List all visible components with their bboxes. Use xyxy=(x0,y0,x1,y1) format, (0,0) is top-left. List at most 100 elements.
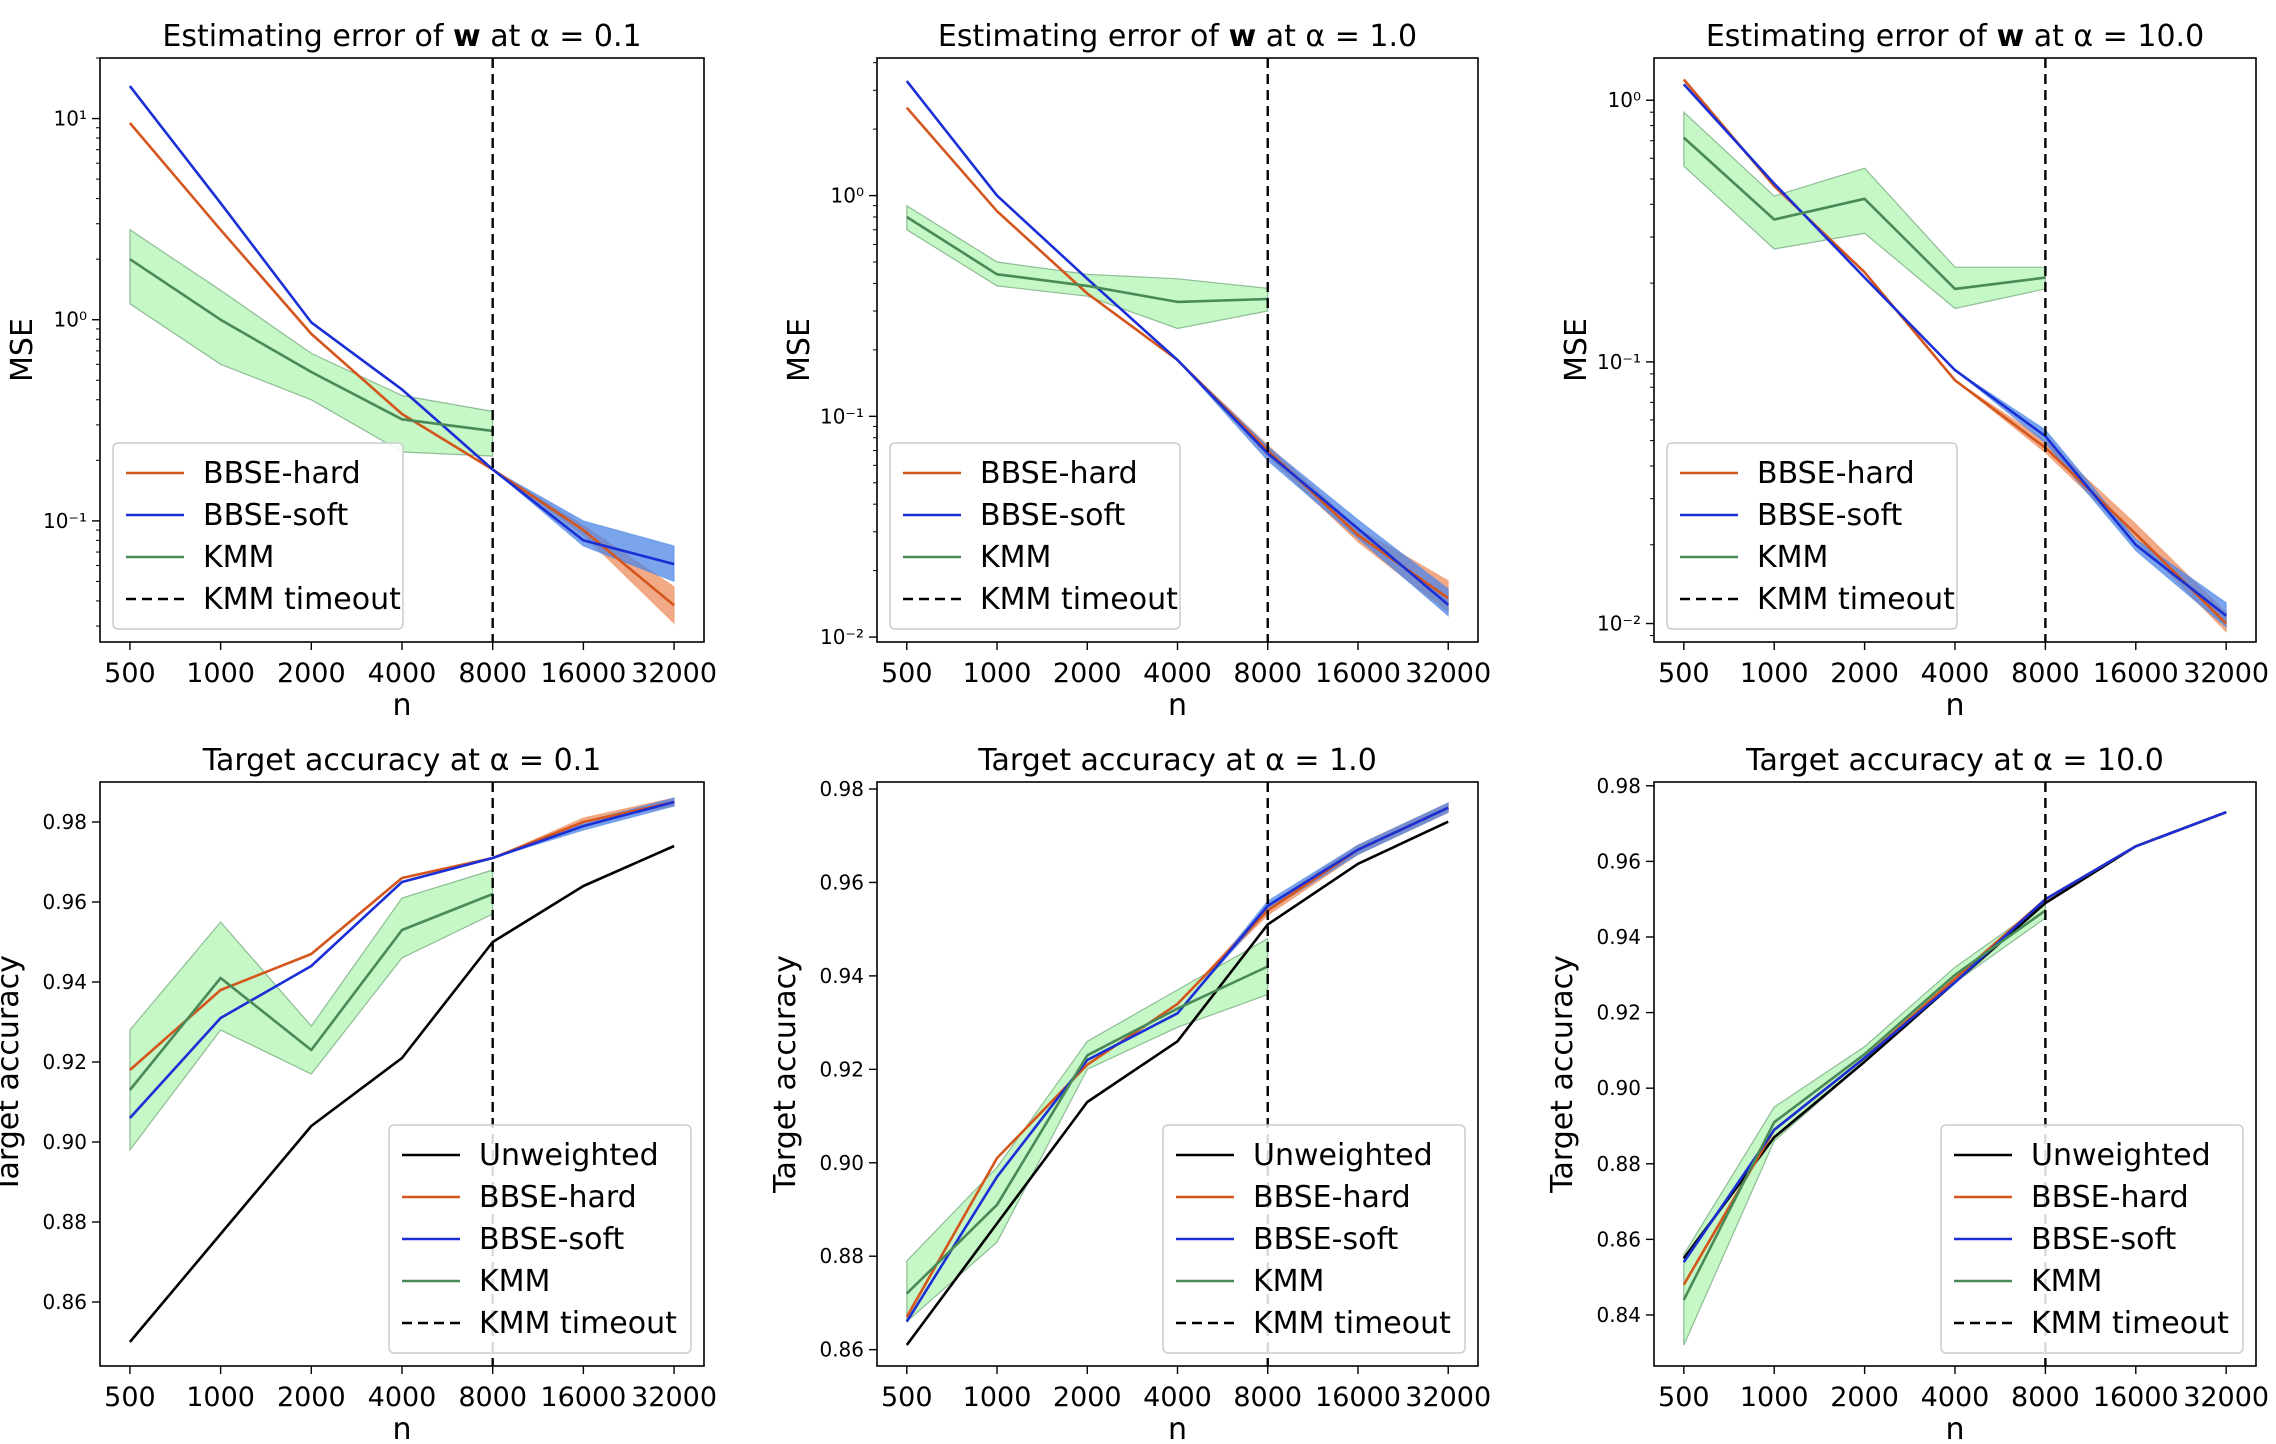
legend-box xyxy=(889,442,1181,630)
x-axis-label: n xyxy=(1945,688,1964,723)
legend: Unweighted BBSE-hard BBSE-soft KMM KMM timeo… xyxy=(388,1124,692,1354)
legend-label: KMM timeout xyxy=(2031,1306,2229,1341)
x-tick-label: 4000 xyxy=(1143,1382,1212,1413)
y-tick-label: 0.92 xyxy=(42,1050,87,1074)
legend: BBSE-hard BBSE-soft KMM KMM timeout xyxy=(112,442,404,630)
x-tick-label: 16000 xyxy=(2093,658,2179,689)
legend-label: BBSE-hard xyxy=(1253,1180,1411,1215)
y-tick-label: 0.84 xyxy=(1596,1303,1641,1327)
legend-box xyxy=(1940,1124,2244,1354)
y-tick-label: 0.94 xyxy=(42,970,87,994)
x-tick-label: 4000 xyxy=(368,1382,437,1413)
legend-label: BBSE-hard xyxy=(980,456,1138,491)
legend-box xyxy=(388,1124,692,1354)
x-tick-label: 8000 xyxy=(458,658,527,689)
x-axis-label: n xyxy=(1945,1412,1964,1444)
chart-panel-0: 500 1000 2000 4000 8000 16000 32000 10⁻¹ 10⁰ 10¹ n… xyxy=(5,19,717,723)
x-tick-label: 16000 xyxy=(540,1382,626,1413)
x-tick-label: 1000 xyxy=(186,1382,255,1413)
series-line-unweighted xyxy=(905,820,1449,1346)
legend-label: KMM timeout xyxy=(203,582,401,617)
legend-label: KMM timeout xyxy=(479,1306,677,1341)
legend-label: BBSE-soft xyxy=(1757,498,1902,533)
y-tick-label: 0.88 xyxy=(42,1210,87,1234)
x-tick-label: 2000 xyxy=(277,658,346,689)
y-tick-label: 0.96 xyxy=(819,870,864,894)
legend-box xyxy=(1162,1124,1466,1354)
chart-title: Target accuracy at α = 1.0 xyxy=(977,743,1377,778)
legend-label: KMM xyxy=(1253,1264,1324,1299)
y-tick-label: 10⁰ xyxy=(1608,88,1641,112)
x-tick-label: 1000 xyxy=(1740,1382,1809,1413)
x-tick-label: 8000 xyxy=(2011,658,2080,689)
chart-panel-5: 500 1000 2000 4000 8000 16000 32000 0.84 0.86 0.8… xyxy=(1545,743,2269,1444)
series-line-unweighted xyxy=(128,844,675,1343)
legend-label: KMM xyxy=(1757,540,1828,575)
chart-title: Target accuracy at α = 0.1 xyxy=(202,743,602,778)
band-kmm xyxy=(129,228,494,457)
y-tick-label: 0.92 xyxy=(819,1057,864,1081)
legend-label: BBSE-hard xyxy=(2031,1180,2189,1215)
y-tick-label: 10⁻² xyxy=(1597,612,1641,636)
x-axis-label: n xyxy=(392,688,411,723)
series-line-bbse_hard xyxy=(128,122,675,607)
legend-label: KMM xyxy=(203,540,274,575)
legend-label: KMM xyxy=(2031,1264,2102,1299)
y-tick-label: 0.98 xyxy=(42,810,87,834)
y-axis-label: MSE xyxy=(782,318,817,382)
legend-label: Unweighted xyxy=(479,1138,659,1173)
legend-box xyxy=(1666,442,1958,630)
series-line-bbse_hard xyxy=(129,800,675,1071)
x-axis-label: n xyxy=(392,1412,411,1444)
y-tick-label: 0.94 xyxy=(1596,925,1641,949)
series-line-kmm xyxy=(128,892,494,1091)
y-axis-label: MSE xyxy=(5,318,40,382)
x-tick-label: 500 xyxy=(104,1382,156,1413)
legend-label: BBSE-hard xyxy=(203,456,361,491)
legend: Unweighted BBSE-hard BBSE-soft KMM KMM timeo… xyxy=(1940,1124,2244,1354)
chart-title: Estimating error of w at α = 10.0 xyxy=(1706,19,2204,54)
legend-label: Unweighted xyxy=(1253,1138,1433,1173)
y-tick-label: 10⁻¹ xyxy=(43,509,87,533)
legend-label: BBSE-hard xyxy=(479,1180,637,1215)
x-tick-label: 1000 xyxy=(963,658,1032,689)
legend-label: KMM timeout xyxy=(980,582,1178,617)
x-tick-label: 32000 xyxy=(631,1382,717,1413)
x-tick-label: 2000 xyxy=(1053,1382,1122,1413)
legend-label: KMM xyxy=(980,540,1051,575)
y-tick-label: 0.88 xyxy=(1596,1152,1641,1176)
x-tick-label: 8000 xyxy=(1233,1382,1302,1413)
x-tick-label: 500 xyxy=(881,658,933,689)
x-tick-label: 2000 xyxy=(277,1382,346,1413)
x-tick-label: 500 xyxy=(104,658,156,689)
x-tick-label: 1000 xyxy=(186,658,255,689)
x-tick-label: 500 xyxy=(881,1382,933,1413)
y-tick-label: 0.86 xyxy=(819,1338,864,1362)
series-line-bbse_soft xyxy=(128,85,675,566)
x-tick-label: 32000 xyxy=(631,658,717,689)
y-tick-label: 10⁻² xyxy=(820,625,864,649)
y-tick-label: 0.96 xyxy=(1596,849,1641,873)
chart-panel-3: 500 1000 2000 4000 8000 16000 32000 0.86 0.88 0.9… xyxy=(0,743,717,1444)
y-axis-label: Target accuracy xyxy=(1545,955,1580,1194)
x-tick-label: 500 xyxy=(1658,1382,1710,1413)
x-tick-label: 4000 xyxy=(1921,1382,1990,1413)
x-tick-label: 4000 xyxy=(1921,658,1990,689)
chart-panel-4: 500 1000 2000 4000 8000 16000 32000 0.86 0.88 0.9… xyxy=(768,743,1491,1444)
y-tick-label: 0.86 xyxy=(1596,1227,1641,1251)
series-line-kmm xyxy=(905,965,1269,1295)
band-kmm xyxy=(906,204,1269,330)
legend: BBSE-hard BBSE-soft KMM KMM timeout xyxy=(1666,442,1958,630)
x-tick-label: 8000 xyxy=(458,1382,527,1413)
x-tick-label: 32000 xyxy=(1405,1382,1491,1413)
x-tick-label: 2000 xyxy=(1830,658,1899,689)
y-tick-label: 10⁻¹ xyxy=(820,404,864,428)
y-tick-label: 10⁰ xyxy=(54,308,87,332)
x-tick-label: 500 xyxy=(1658,658,1710,689)
x-tick-label: 16000 xyxy=(1315,1382,1401,1413)
x-tick-label: 8000 xyxy=(1233,658,1302,689)
x-tick-label: 8000 xyxy=(2011,1382,2080,1413)
legend-label: BBSE-soft xyxy=(203,498,348,533)
y-tick-label: 0.94 xyxy=(819,964,864,988)
y-tick-label: 0.86 xyxy=(42,1290,87,1314)
